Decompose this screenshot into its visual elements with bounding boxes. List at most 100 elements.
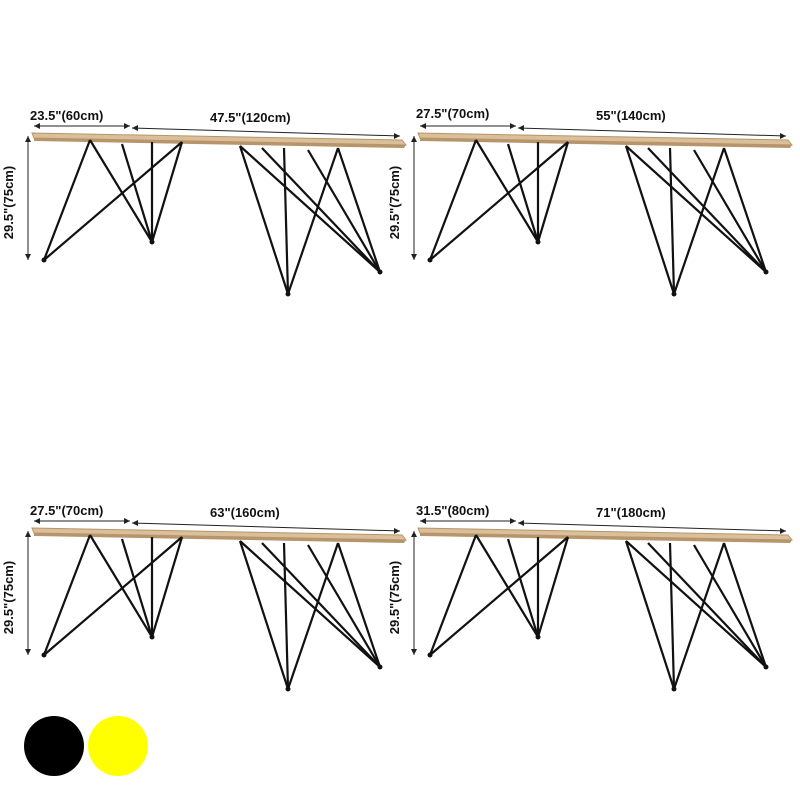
leg-foot [41, 257, 47, 263]
leg-foot [535, 634, 541, 640]
arrowhead-icon [394, 528, 400, 534]
arrowhead-icon [34, 518, 40, 524]
arrowhead-icon [510, 123, 516, 129]
leg-foot [377, 269, 383, 275]
arrowhead-icon [124, 518, 130, 524]
table-leg-rod [120, 143, 154, 243]
table-leg-rod [428, 139, 478, 261]
depth-label: 23.5"(60cm) [30, 108, 104, 123]
table-leg-rod [43, 141, 183, 261]
table-leg-rod [43, 536, 183, 656]
arrowhead-icon [420, 518, 426, 524]
table-leg-rod [150, 141, 184, 243]
table-drawing [411, 518, 794, 692]
leg-foot [149, 634, 155, 640]
arrowhead-icon [124, 123, 130, 129]
leg-foot [285, 291, 291, 297]
height-label: 29.5"(75cm) [1, 165, 17, 240]
arrowhead-icon [25, 531, 31, 537]
arrowhead-icon [411, 531, 417, 537]
arrowhead-icon [518, 125, 524, 131]
table-leg-rod [286, 542, 340, 690]
leg-foot [427, 257, 433, 263]
table-leg-rod [647, 147, 767, 273]
table-leg-rod [42, 534, 92, 656]
leg-foot [377, 664, 383, 670]
table-leg-rod [672, 542, 726, 690]
table-leg-rod [506, 538, 540, 638]
table-leg-rod [261, 147, 381, 273]
table-leg-rod [282, 147, 290, 295]
length-dimension-line [131, 522, 401, 532]
table-leg-rod [238, 540, 290, 690]
arrowhead-icon [394, 133, 400, 139]
height-label: 29.5"(75cm) [387, 165, 403, 240]
tabletop-edge [34, 138, 406, 148]
table-panel-4: 31.5"(80cm) 71"(180cm) 29.5"(75cm) [387, 495, 794, 715]
leg-foot [149, 239, 155, 245]
arrowhead-icon [25, 254, 31, 260]
table-drawing [25, 518, 408, 692]
table-leg-rod [693, 544, 767, 668]
arrowhead-icon [420, 123, 426, 129]
table-leg-rod [429, 141, 569, 261]
leg-foot [535, 239, 541, 245]
length-label: 55"(140cm) [596, 108, 666, 123]
table-leg-rod [238, 145, 290, 295]
arrowhead-icon [132, 520, 138, 526]
table-leg-rod [282, 542, 290, 690]
arrowhead-icon [411, 136, 417, 142]
leg-foot [41, 652, 47, 658]
color-swatch-black[interactable] [24, 716, 84, 776]
table-leg-rod [722, 147, 768, 273]
table-panel-3: 27.5"(70cm) 63"(160cm) 29.5"(75cm) [1, 495, 408, 715]
length-label: 63"(160cm) [210, 505, 280, 520]
arrowhead-icon [780, 528, 786, 534]
table-leg-rod [307, 544, 381, 668]
arrowhead-icon [411, 649, 417, 655]
table-leg-rod [668, 147, 676, 295]
length-dimension-line [131, 127, 401, 137]
table-leg-rod [428, 534, 478, 656]
depth-label: 27.5"(70cm) [30, 503, 104, 518]
table-leg-rod [475, 139, 539, 243]
leg-foot [427, 652, 433, 658]
length-dimension-line [517, 522, 787, 532]
table-leg-rod [536, 536, 570, 638]
table-leg-rod [286, 147, 340, 295]
table-leg-rod [89, 139, 153, 243]
arrowhead-icon [25, 136, 31, 142]
color-swatch-yellow[interactable] [88, 716, 148, 776]
table-panel-1: 23.5"(60cm) 47.5"(120cm) 29.5"(75cm) [1, 100, 408, 320]
table-leg-rod [120, 538, 154, 638]
table-leg-rod [672, 147, 726, 295]
table-leg-rod [506, 143, 540, 243]
length-label: 71"(180cm) [596, 505, 666, 520]
table-leg-rod [89, 534, 153, 638]
table-leg-rod [307, 149, 381, 273]
leg-foot [763, 269, 769, 275]
arrowhead-icon [34, 123, 40, 129]
table-leg-rod [42, 139, 92, 261]
table-drawing [411, 123, 794, 297]
table-leg-rod [336, 147, 382, 273]
table-leg-rod [647, 542, 767, 668]
table-drawing [25, 123, 408, 297]
table-leg-rod [150, 536, 184, 638]
height-label: 29.5"(75cm) [1, 560, 17, 635]
table-leg-rod [261, 542, 381, 668]
table-leg-rod [624, 145, 676, 295]
table-panel-2: 27.5"(70cm) 55"(140cm) 29.5"(75cm) [387, 100, 794, 320]
leg-foot [671, 291, 677, 297]
depth-label: 31.5"(80cm) [416, 503, 490, 518]
table-leg-rod [693, 149, 767, 273]
tabletop-edge [420, 533, 792, 543]
table-leg-rod [625, 540, 767, 668]
table-leg-rod [668, 542, 676, 690]
arrowhead-icon [25, 649, 31, 655]
table-leg-rod [475, 534, 539, 638]
length-label: 47.5"(120cm) [210, 110, 291, 125]
table-leg-rod [239, 145, 381, 273]
arrowhead-icon [780, 133, 786, 139]
table-leg-rod [536, 141, 570, 243]
